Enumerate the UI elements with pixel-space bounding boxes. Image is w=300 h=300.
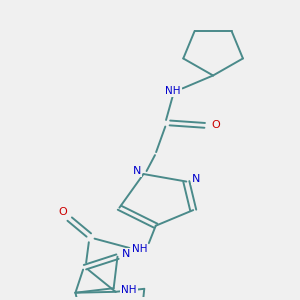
Text: NH: NH	[165, 86, 181, 96]
Text: O: O	[211, 120, 220, 130]
Text: O: O	[58, 207, 67, 217]
Text: N: N	[192, 173, 200, 184]
Text: N: N	[132, 166, 141, 176]
Text: N: N	[122, 249, 130, 259]
Text: NH: NH	[132, 244, 147, 254]
Text: NH: NH	[121, 285, 137, 295]
